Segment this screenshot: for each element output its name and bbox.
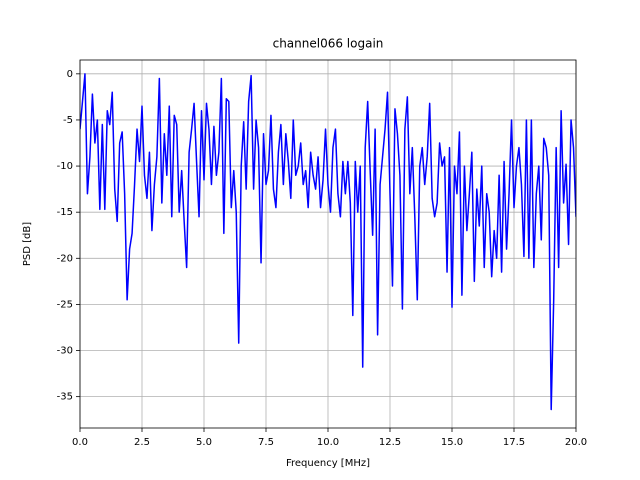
x-axis-label: Frequency [MHz] [286, 458, 370, 469]
x-tick-label: 2.5 [134, 437, 150, 448]
x-tick-label: 5.0 [196, 437, 212, 448]
y-tick-label: -15 [57, 207, 73, 218]
y-tick-label: -5 [63, 115, 73, 126]
y-tick-label: -10 [57, 161, 73, 172]
x-tick-label: 10.0 [317, 437, 339, 448]
plot-frame [79, 59, 577, 429]
y-tick-label: -35 [57, 392, 73, 403]
chart-title: channel066 logain [273, 37, 384, 51]
y-tick-label: 0 [67, 69, 73, 80]
y-tick-label: -20 [57, 253, 73, 264]
x-tick-label: 20.0 [565, 437, 587, 448]
line [80, 73, 576, 411]
x-tick-label: 7.5 [258, 437, 274, 448]
x-tick-label: 15.0 [441, 437, 463, 448]
y-tick-label: -30 [57, 346, 73, 357]
y-tick-label: -25 [57, 299, 73, 310]
x-tick-label: 12.5 [379, 437, 401, 448]
y-axis-label: PSD [dB] [22, 222, 33, 266]
x-tick-label: 17.5 [503, 437, 525, 448]
x-tick-label: 0.0 [72, 437, 88, 448]
